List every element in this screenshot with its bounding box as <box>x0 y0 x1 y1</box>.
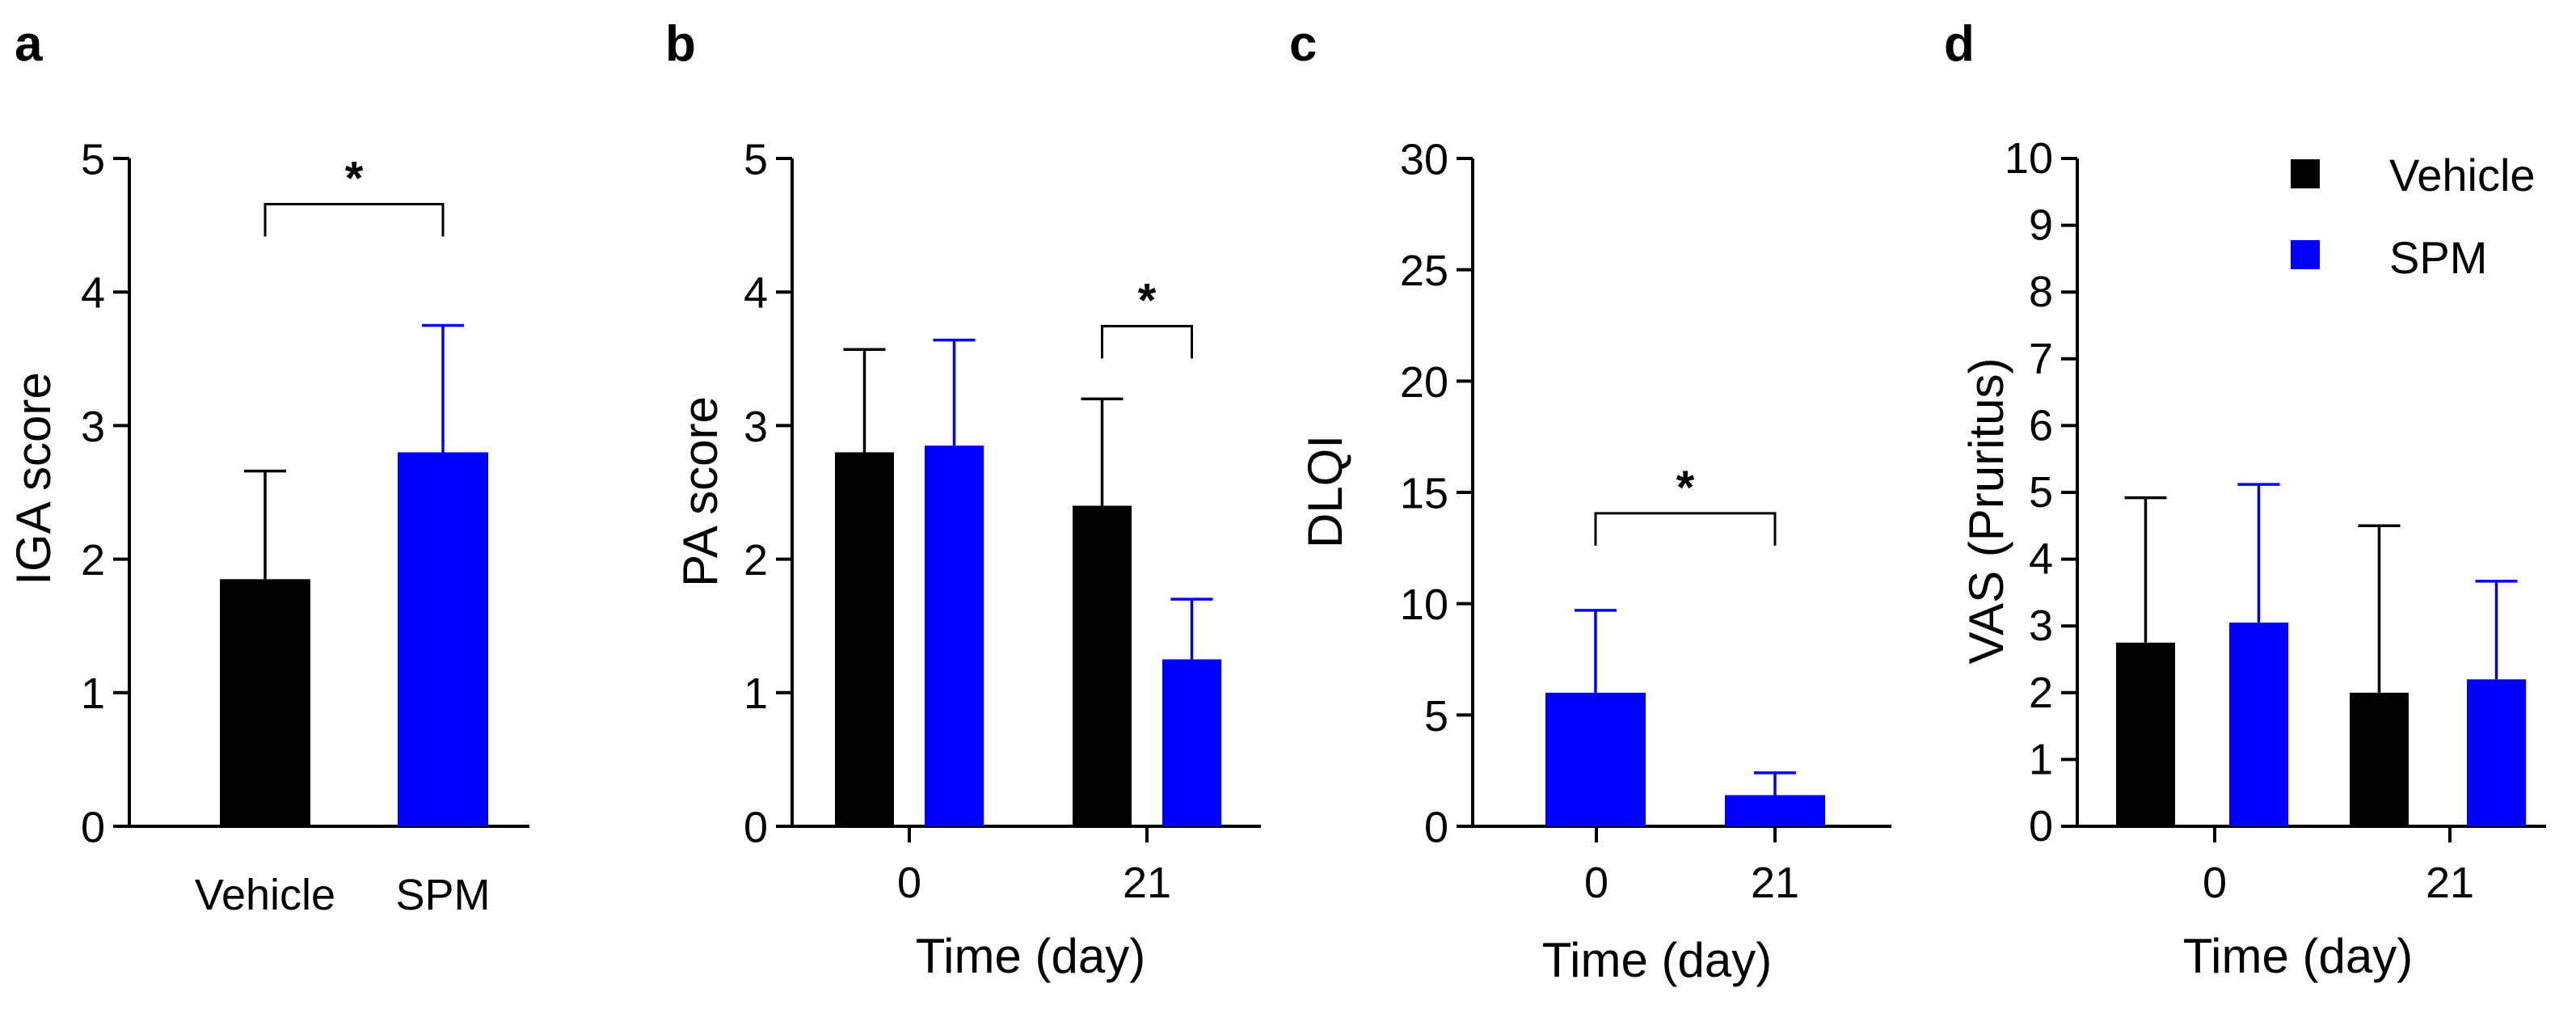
y-tick-label: 3 <box>744 403 768 451</box>
y-tick-label: 5 <box>81 135 105 184</box>
y-tick-label: 5 <box>744 135 768 184</box>
bar-vehicle-0 <box>2116 642 2175 826</box>
panel-letter-a: a <box>15 16 43 72</box>
y-tick-label: 30 <box>1400 135 1448 184</box>
y-tick-label: 3 <box>2029 602 2053 650</box>
x-tick-label: 0 <box>897 859 921 907</box>
x-tick-label: 21 <box>1123 859 1171 907</box>
y-tick-label: 4 <box>2029 535 2053 584</box>
y-tick-label: 1 <box>2029 735 2053 783</box>
bar-spm-0 <box>1545 692 1646 826</box>
bar-spm-0 <box>925 445 984 826</box>
y-tick-label: 6 <box>2029 401 2053 450</box>
x-tick-label: 21 <box>2426 859 2474 907</box>
x-axis-title-c: Time (day) <box>1542 933 1772 987</box>
x-axis-title-d: Time (day) <box>2183 929 2413 983</box>
bar-spm-21 <box>1162 659 1221 826</box>
legend-swatch-vehicle <box>2291 159 2320 188</box>
y-tick-label: 25 <box>1400 247 1448 295</box>
chart-panel-a: IGA score 0 1 2 3 4 5 Vehicle SPM * <box>6 135 529 919</box>
y-tick-label: 7 <box>2029 335 2053 383</box>
y-axis-title-d: VAS (Pruritus) <box>1959 358 2013 665</box>
legend-swatch-spm <box>2291 240 2320 269</box>
bar-vehicle-21 <box>2350 692 2409 826</box>
significance-star: * <box>345 153 364 205</box>
y-tick-label: 10 <box>1400 580 1448 629</box>
x-tick-label: 0 <box>1584 859 1608 907</box>
significance-star: * <box>1138 274 1157 327</box>
y-axis-title-b: PA score <box>673 396 727 587</box>
y-tick-label: 2 <box>2029 669 2053 717</box>
y-tick-label: 10 <box>2005 134 2053 183</box>
y-tick-label: 1 <box>81 669 105 718</box>
legend-label-spm: SPM <box>2389 232 2487 283</box>
y-tick-label: 20 <box>1400 358 1448 407</box>
y-tick-label: 0 <box>2029 802 2053 851</box>
x-axis-title-b: Time (day) <box>916 929 1145 983</box>
bar-vehicle-Vehicle <box>220 579 310 826</box>
y-tick-label: 1 <box>744 669 768 718</box>
x-tick-label: Vehicle <box>195 871 335 919</box>
y-tick-label: 2 <box>81 536 105 585</box>
chart-panel-c: DLQI Time (day) 0 5 10 15 20 25 30 0 21 * <box>1298 135 1891 987</box>
y-axis-title-a: IGA score <box>6 372 61 585</box>
y-tick-label: 9 <box>2029 201 2053 250</box>
bar-spm-21 <box>1725 795 1825 826</box>
y-tick-label: 0 <box>81 803 105 851</box>
x-tick-label: SPM <box>395 871 490 919</box>
y-tick-label: 4 <box>744 269 768 318</box>
chart-panel-b: PA score Time (day) 0 1 2 3 4 5 0 21 * <box>673 135 1261 983</box>
significance-bracket <box>1594 512 1777 546</box>
bar-spm-0 <box>2229 623 2288 826</box>
y-tick-label: 0 <box>1424 803 1448 851</box>
x-tick-label: 0 <box>2203 859 2227 907</box>
y-tick-label: 0 <box>744 803 768 851</box>
y-tick-label: 3 <box>81 403 105 451</box>
significance-bracket <box>264 203 445 237</box>
bar-spm-21 <box>2467 679 2526 826</box>
bar-spm-SPM <box>398 452 488 826</box>
y-tick-label: 5 <box>1424 692 1448 741</box>
y-tick-label: 5 <box>2029 468 2053 517</box>
legend-label-vehicle: Vehicle <box>2389 150 2536 201</box>
chart-panel-d: VAS (Pruritus) Time (day) 0 1 2 3 4 5 6 7 8 9 10 0 2… <box>1959 134 2546 983</box>
panel-letter-b: b <box>665 16 696 72</box>
panel-letter-d: d <box>1944 16 1975 72</box>
y-tick-label: 4 <box>81 269 105 318</box>
legend: Vehicle SPM <box>2291 150 2536 283</box>
bar-vehicle-21 <box>1073 505 1132 826</box>
y-tick-label: 2 <box>744 536 768 585</box>
bar-vehicle-0 <box>835 452 894 826</box>
y-tick-label: 15 <box>1400 469 1448 517</box>
y-axis-title-c: DLQI <box>1298 435 1352 548</box>
significance-star: * <box>1676 462 1695 514</box>
x-tick-label: 21 <box>1751 859 1799 907</box>
panel-letter-c: c <box>1289 16 1317 72</box>
y-tick-label: 8 <box>2029 268 2053 316</box>
significance-bracket <box>1101 324 1193 359</box>
